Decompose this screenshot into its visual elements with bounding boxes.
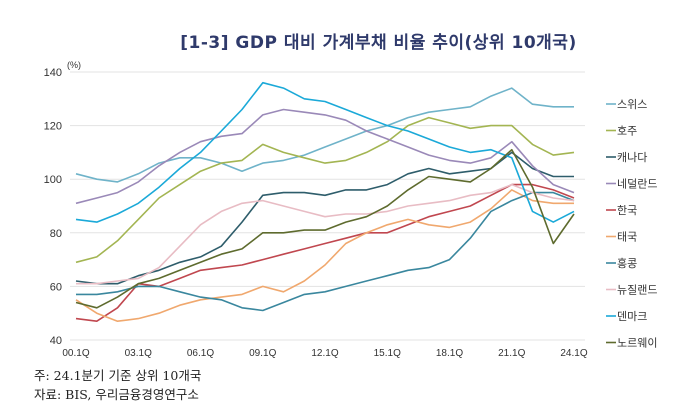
x-tick-label: 09.1Q xyxy=(249,348,276,359)
chart-title: [1-3] GDP 대비 가계부채 비율 추이(상위 10개국) xyxy=(180,33,577,53)
legend-label: 한국 xyxy=(617,204,637,217)
legend-label: 캐나다 xyxy=(617,151,647,164)
x-tick-label: 06.1Q xyxy=(187,348,214,359)
legend-item: 노르웨이 xyxy=(606,337,657,350)
y-tick-label: 60 xyxy=(50,281,62,293)
series-line-4 xyxy=(75,108,575,205)
series-line-1 xyxy=(75,87,574,183)
legend-item: 뉴질랜드 xyxy=(606,284,657,297)
legend-label: 홍콩 xyxy=(617,256,637,270)
gridlines xyxy=(70,71,585,341)
series-line-8 xyxy=(76,183,575,285)
y-axis: 40 60 80 100 120 140 xyxy=(44,67,62,347)
legend-item: 태국 xyxy=(606,231,637,244)
series-line-9 xyxy=(75,81,575,223)
series-line-5 xyxy=(75,183,575,323)
x-tick-label: 03.1Q xyxy=(125,348,152,359)
legend-item: 스위스 xyxy=(606,98,647,111)
legend-label: 뉴질랜드 xyxy=(617,284,657,297)
y-tick-label: 40 xyxy=(50,335,62,347)
y-tick-label: 80 xyxy=(50,228,62,240)
legend-item: 캐나다 xyxy=(606,151,647,164)
series-line-6 xyxy=(75,189,574,323)
x-tick-label: 15.1Q xyxy=(374,348,401,359)
series-line-7 xyxy=(76,191,575,312)
y-axis-unit-label: (%) xyxy=(67,60,81,70)
x-tick-label: 21.1Q xyxy=(498,348,525,359)
legend-item: 한국 xyxy=(606,204,637,217)
y-tick-label: 120 xyxy=(44,121,62,133)
footnotes: 주: 24.1분기 기준 상위 10개국 자료: BIS, 우리금융경영연구소 xyxy=(34,366,201,404)
note-text: 주: 24.1분기 기준 상위 10개국 xyxy=(34,368,202,383)
source-text: 자료: BIS, 우리금융경영연구소 xyxy=(34,387,199,402)
series-lines xyxy=(75,81,575,323)
series-line-2 xyxy=(75,116,575,264)
legend-label: 호주 xyxy=(617,125,637,138)
legend-label: 덴마크 xyxy=(617,310,647,323)
legend-label: 태국 xyxy=(617,231,637,244)
legend-label: 노르웨이 xyxy=(617,337,657,350)
x-tick-label: 18.1Q xyxy=(436,348,463,359)
legend-item: 호주 xyxy=(606,125,637,138)
x-tick-label: 00.1Q xyxy=(62,348,89,359)
legend-item: 덴마크 xyxy=(606,310,647,323)
legend-item: 홍콩 xyxy=(606,256,637,270)
legend-label: 네덜란드 xyxy=(617,178,657,191)
x-tick-label: 24.1Q xyxy=(560,348,587,359)
series-line-10 xyxy=(75,148,575,309)
y-tick-label: 100 xyxy=(44,174,62,186)
legend-label: 스위스 xyxy=(617,98,647,111)
x-tick-label: 12.1Q xyxy=(311,348,338,359)
x-axis: 00.1Q 03.1Q 06.1Q 09.1Q 12.1Q 15.1Q 18.1Q 21.1Q… xyxy=(62,348,587,359)
y-tick-label: 140 xyxy=(44,67,62,79)
legend-item: 네덜란드 xyxy=(606,178,657,191)
